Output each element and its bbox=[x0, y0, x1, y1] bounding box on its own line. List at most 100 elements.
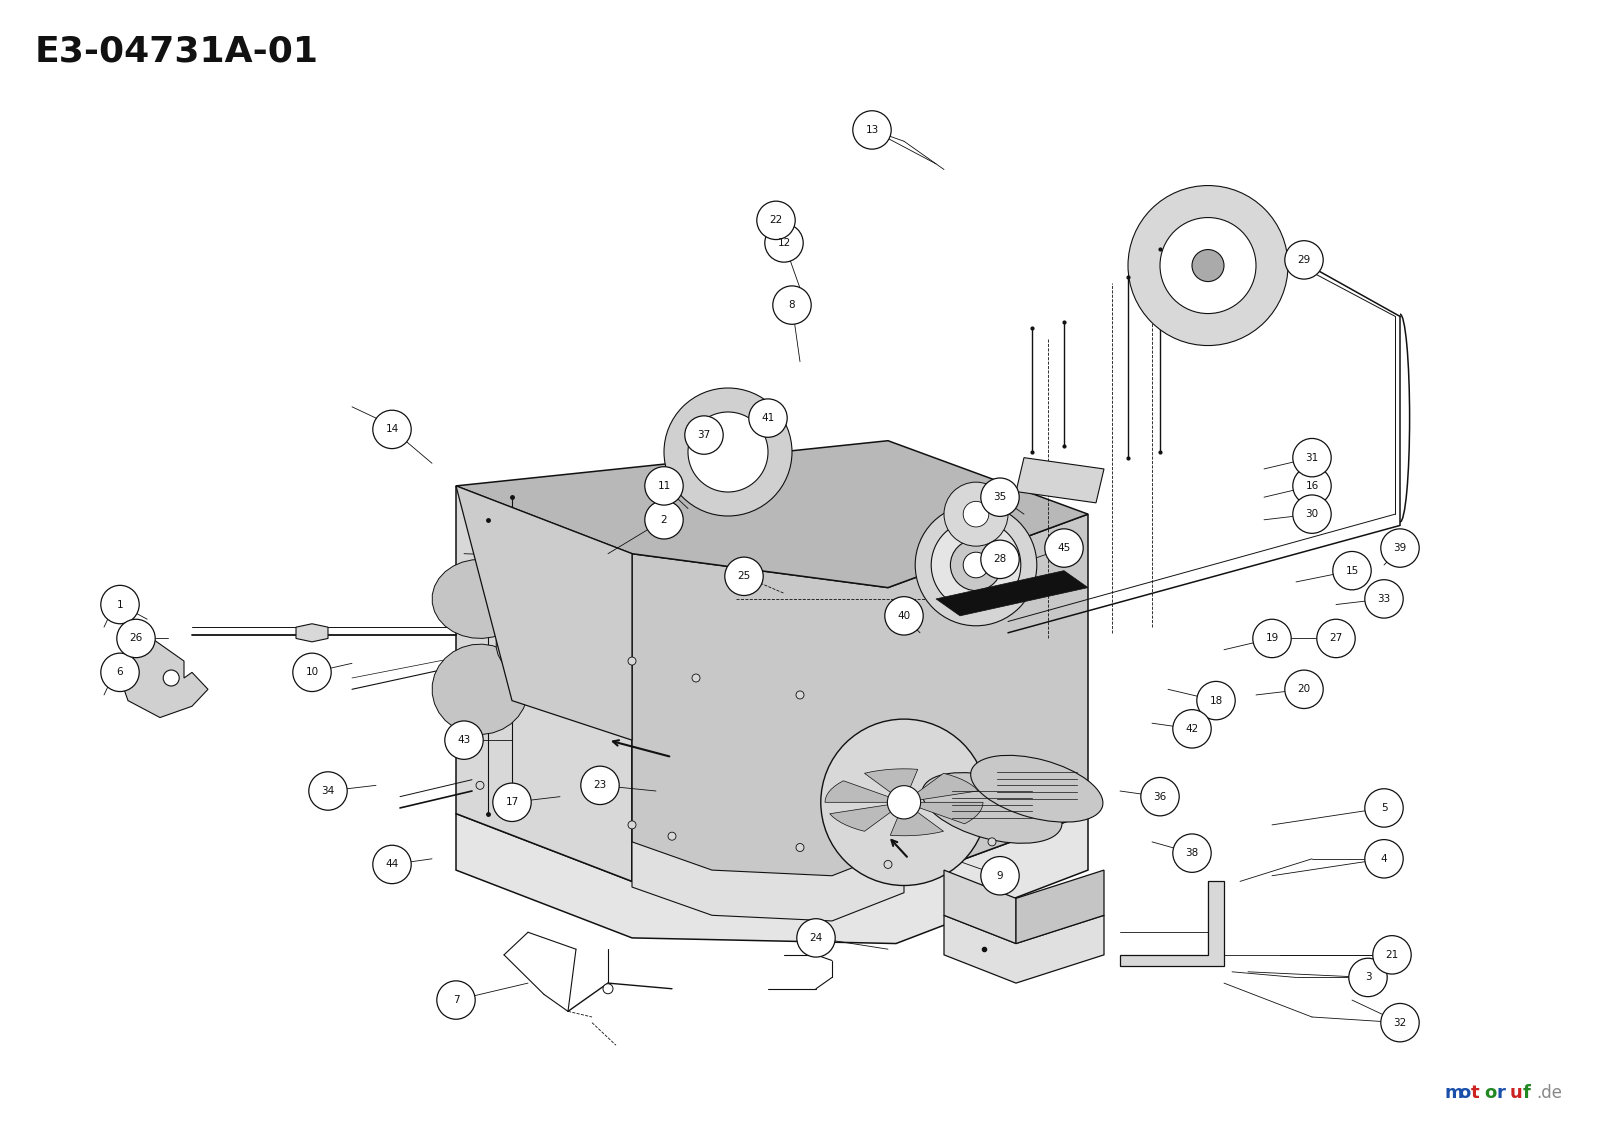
Circle shape bbox=[445, 721, 483, 759]
Circle shape bbox=[1365, 580, 1403, 618]
Circle shape bbox=[963, 553, 989, 577]
Text: 9: 9 bbox=[997, 871, 1003, 880]
Text: 16: 16 bbox=[1306, 481, 1318, 490]
Text: o: o bbox=[1458, 1084, 1470, 1102]
Text: 22: 22 bbox=[770, 216, 782, 225]
Circle shape bbox=[603, 984, 613, 993]
Circle shape bbox=[757, 201, 795, 240]
Circle shape bbox=[797, 919, 835, 957]
Text: r: r bbox=[1498, 1084, 1506, 1102]
Polygon shape bbox=[456, 486, 632, 740]
Text: 41: 41 bbox=[762, 414, 774, 423]
Polygon shape bbox=[456, 814, 1088, 944]
Circle shape bbox=[581, 766, 619, 805]
Text: 27: 27 bbox=[1330, 634, 1342, 643]
Circle shape bbox=[885, 597, 923, 635]
Circle shape bbox=[989, 837, 995, 846]
Circle shape bbox=[931, 520, 1021, 610]
Circle shape bbox=[944, 483, 1008, 546]
Circle shape bbox=[1197, 681, 1235, 720]
Circle shape bbox=[797, 690, 805, 699]
Text: 10: 10 bbox=[306, 668, 318, 677]
Polygon shape bbox=[296, 624, 328, 642]
Circle shape bbox=[1128, 185, 1288, 346]
Circle shape bbox=[915, 504, 1037, 626]
Text: 43: 43 bbox=[458, 736, 470, 745]
Circle shape bbox=[627, 657, 637, 666]
Circle shape bbox=[1381, 529, 1419, 567]
Circle shape bbox=[1365, 789, 1403, 827]
Circle shape bbox=[1160, 218, 1256, 313]
Text: 14: 14 bbox=[386, 425, 398, 434]
Circle shape bbox=[477, 781, 483, 790]
Circle shape bbox=[627, 820, 637, 829]
Polygon shape bbox=[826, 781, 904, 802]
Circle shape bbox=[101, 653, 139, 692]
Text: 31: 31 bbox=[1306, 453, 1318, 462]
Text: 26: 26 bbox=[130, 634, 142, 643]
Text: 23: 23 bbox=[594, 781, 606, 790]
Circle shape bbox=[373, 845, 411, 884]
Text: o: o bbox=[1485, 1084, 1496, 1102]
Text: 25: 25 bbox=[738, 572, 750, 581]
Text: 28: 28 bbox=[994, 555, 1006, 564]
Circle shape bbox=[885, 860, 893, 869]
Text: 35: 35 bbox=[994, 493, 1006, 502]
Circle shape bbox=[664, 388, 792, 516]
Circle shape bbox=[493, 783, 531, 822]
Circle shape bbox=[1293, 495, 1331, 533]
Circle shape bbox=[1365, 840, 1403, 878]
Polygon shape bbox=[890, 802, 944, 836]
Circle shape bbox=[981, 540, 1019, 579]
Polygon shape bbox=[830, 802, 904, 832]
Circle shape bbox=[685, 416, 723, 454]
Text: 37: 37 bbox=[698, 431, 710, 440]
Circle shape bbox=[163, 670, 179, 686]
Text: 4: 4 bbox=[1381, 854, 1387, 863]
Ellipse shape bbox=[971, 755, 1102, 823]
Text: 17: 17 bbox=[506, 798, 518, 807]
Text: 18: 18 bbox=[1210, 696, 1222, 705]
Text: 32: 32 bbox=[1394, 1018, 1406, 1027]
Circle shape bbox=[1173, 834, 1211, 872]
Text: t: t bbox=[1470, 1084, 1480, 1102]
Circle shape bbox=[1285, 670, 1323, 709]
Text: 45: 45 bbox=[1058, 544, 1070, 553]
Circle shape bbox=[981, 478, 1019, 516]
Text: 1: 1 bbox=[117, 600, 123, 609]
Text: 24: 24 bbox=[810, 933, 822, 942]
Circle shape bbox=[1253, 619, 1291, 658]
Circle shape bbox=[645, 467, 683, 505]
Circle shape bbox=[1333, 551, 1371, 590]
Text: 36: 36 bbox=[1154, 792, 1166, 801]
Text: 39: 39 bbox=[1394, 544, 1406, 553]
Text: 2: 2 bbox=[661, 515, 667, 524]
Polygon shape bbox=[864, 768, 918, 802]
Circle shape bbox=[853, 111, 891, 149]
Text: f: f bbox=[1523, 1084, 1531, 1102]
Circle shape bbox=[725, 557, 763, 596]
Text: .de: .de bbox=[1536, 1084, 1562, 1102]
Ellipse shape bbox=[922, 773, 1062, 843]
Polygon shape bbox=[904, 773, 978, 802]
Circle shape bbox=[293, 653, 331, 692]
Polygon shape bbox=[936, 571, 1088, 616]
Text: 42: 42 bbox=[1186, 724, 1198, 733]
Circle shape bbox=[645, 501, 683, 539]
Circle shape bbox=[117, 619, 155, 658]
Text: 3: 3 bbox=[1365, 973, 1371, 982]
Circle shape bbox=[309, 772, 347, 810]
Circle shape bbox=[1293, 467, 1331, 505]
Text: 6: 6 bbox=[117, 668, 123, 677]
Text: E3-04731A-01: E3-04731A-01 bbox=[35, 35, 318, 69]
Text: 21: 21 bbox=[1386, 950, 1398, 959]
Circle shape bbox=[1285, 241, 1323, 279]
Circle shape bbox=[688, 412, 768, 492]
Circle shape bbox=[950, 539, 1002, 591]
Circle shape bbox=[437, 981, 475, 1019]
Circle shape bbox=[1373, 936, 1411, 974]
Circle shape bbox=[963, 502, 989, 527]
Circle shape bbox=[821, 719, 987, 886]
Polygon shape bbox=[432, 644, 528, 734]
Text: 38: 38 bbox=[1186, 849, 1198, 858]
